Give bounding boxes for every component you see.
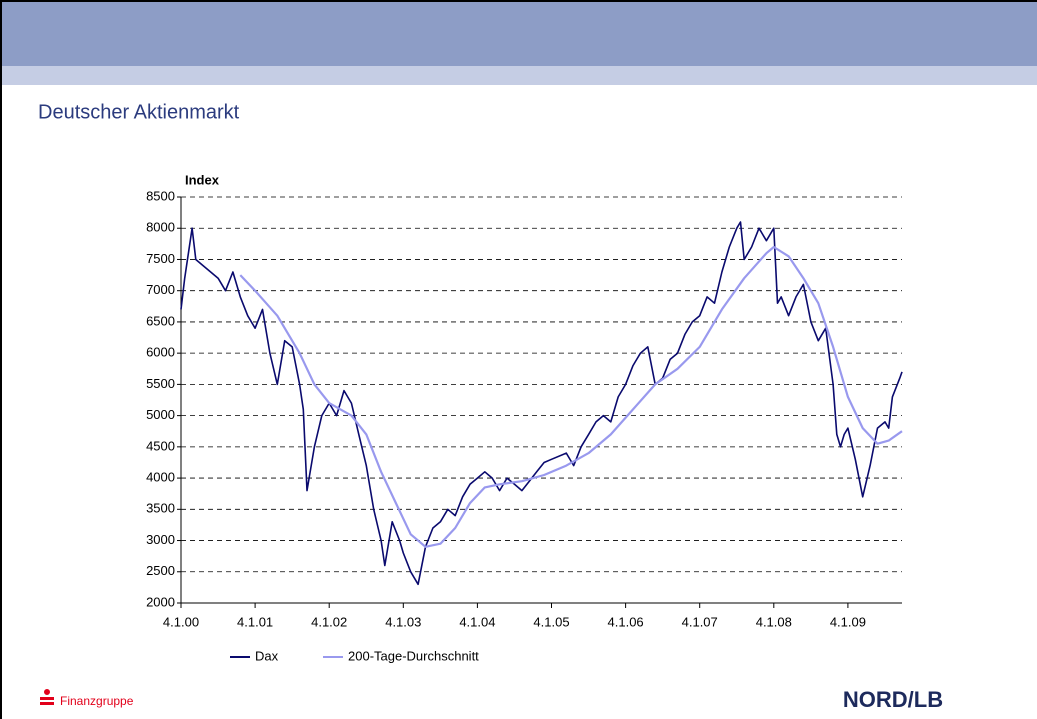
y-tick-label: 8500 xyxy=(146,188,175,203)
x-tick-label: 4.1.01 xyxy=(237,614,273,629)
y-tick-label: 7500 xyxy=(146,251,175,266)
x-tick-label: 4.1.04 xyxy=(459,614,495,629)
y-tick-label: 7000 xyxy=(146,282,175,297)
sparkasse-icon xyxy=(40,689,54,705)
header-band xyxy=(0,0,1037,66)
x-tick-label: 4.1.08 xyxy=(756,614,792,629)
y-tick-label: 6000 xyxy=(146,345,175,360)
y-tick-label: 3500 xyxy=(146,501,175,516)
y-tick-label: 4500 xyxy=(146,438,175,453)
x-tick-label: 4.1.06 xyxy=(608,614,644,629)
y-tick-label: 5000 xyxy=(146,407,175,422)
series-line xyxy=(239,245,903,548)
x-tick-label: 4.1.02 xyxy=(311,614,347,629)
legend-label: 200-Tage-Durchschnitt xyxy=(348,648,479,663)
x-tick-label: 4.1.05 xyxy=(533,614,569,629)
y-tick-label: 5500 xyxy=(146,376,175,391)
x-tick-label: 4.1.03 xyxy=(385,614,421,629)
x-tick-label: 4.1.09 xyxy=(830,614,866,629)
y-tick-label: 2500 xyxy=(146,563,175,578)
footer-left-text: Finanzgruppe xyxy=(60,694,134,708)
y-tick-label: 3000 xyxy=(146,532,175,547)
y-tick-label: 4000 xyxy=(146,470,175,485)
y-tick-label: 8000 xyxy=(146,220,175,235)
x-tick-label: 4.1.07 xyxy=(682,614,718,629)
y-tick-label: 6500 xyxy=(146,313,175,328)
x-tick-label: 4.1.00 xyxy=(163,614,199,629)
series-line xyxy=(180,221,903,586)
legend-label: Dax xyxy=(255,648,279,663)
y-axis-label: Index xyxy=(185,172,220,187)
header-subband xyxy=(0,66,1037,85)
slide-title: Deutscher Aktienmarkt xyxy=(38,101,240,123)
y-tick-label: 2000 xyxy=(146,594,175,609)
footer-right-logo: NORD/LB xyxy=(843,687,943,712)
footer-logo-left: Finanzgruppe xyxy=(40,689,134,708)
